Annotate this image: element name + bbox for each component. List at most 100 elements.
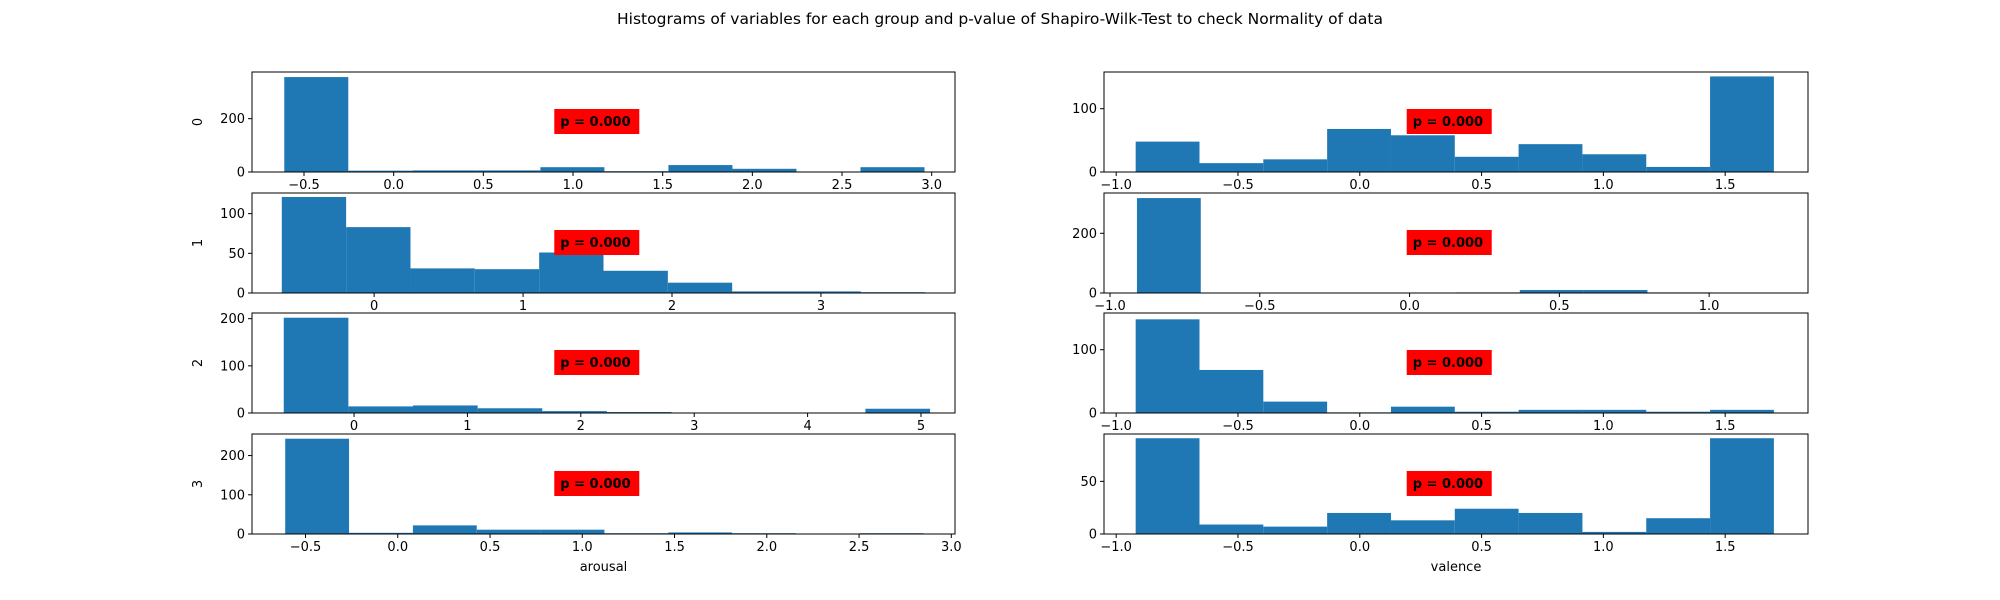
x-tick-label: −1.0 (1100, 419, 1132, 434)
pvalue-badge (1406, 350, 1492, 375)
histogram-bar (1454, 156, 1519, 172)
pvalue-badge (554, 350, 640, 375)
histogram-bar (1327, 512, 1391, 534)
histogram-bar (1136, 198, 1201, 293)
y-tick-label: 200 (220, 312, 245, 327)
histogram-bar (1710, 409, 1774, 413)
pvalue-label: p = 0.000 (1413, 477, 1483, 492)
x-tick-label: 1.5 (1715, 178, 1736, 193)
x-tick-label: 2.5 (832, 178, 853, 193)
x-tick-label: −0.5 (288, 178, 320, 193)
x-tick-label: −0.5 (1222, 178, 1254, 193)
x-tick-label: −0.5 (1222, 419, 1254, 434)
histogram-bar (1518, 144, 1583, 172)
x-tick-label: 0.0 (1399, 299, 1420, 314)
y-tick-label: 50 (1080, 475, 1097, 490)
x-tick-label: 0.5 (1549, 299, 1570, 314)
histogram-bar (477, 408, 543, 413)
axes-frame (251, 433, 956, 535)
y-axis-label: 3 (191, 480, 206, 488)
x-tick-label: 0.0 (383, 178, 404, 193)
y-tick-label: 0 (237, 166, 245, 181)
panel-g2-valence: −1.0 −0.5 0.0 0.5 1.0 1.5 0 100 p = 0.000 (1072, 312, 1809, 434)
histogram-bar (1583, 290, 1648, 293)
histogram-bar (1454, 411, 1519, 413)
panel-g3-valence: −1.0 −0.5 0.0 0.5 1.0 1.5 0 50 valence p = 0.000 (1080, 433, 1809, 575)
figure-title: Histograms of variables for each group a… (617, 10, 1383, 28)
y-tick-label: 50 (228, 247, 245, 262)
x-tick-label: 5 (917, 419, 925, 434)
histogram-bar (796, 291, 861, 293)
histogram-bar (542, 411, 607, 413)
pvalue-badge (1406, 230, 1492, 255)
y-tick-label: 200 (1072, 227, 1097, 242)
histogram-bar (348, 406, 414, 413)
x-tick-label: 2.5 (849, 540, 870, 555)
x-tick-label: 0.0 (1349, 419, 1370, 434)
panel-g0-valence: −1.0 −0.5 0.0 0.5 1.0 1.5 0 100 p = 0.000 (1072, 71, 1809, 193)
histogram-bar (1646, 411, 1711, 413)
pvalue-badge (1406, 109, 1492, 134)
y-tick-label: 100 (1072, 343, 1097, 358)
histogram-bar (1582, 154, 1647, 172)
pvalue-label: p = 0.000 (560, 477, 630, 492)
y-tick-label: 0 (1089, 166, 1097, 181)
axes-frame (251, 192, 956, 294)
y-tick-label: 0 (1089, 407, 1097, 422)
x-tick-label: 0.5 (1471, 540, 1492, 555)
histogram-bar (412, 525, 477, 534)
x-axis-label: arousal (580, 560, 628, 575)
x-tick-label: 1.5 (664, 540, 685, 555)
histogram-bar (1327, 128, 1391, 172)
y-tick-label: 0 (237, 407, 245, 422)
x-tick-label: −1.0 (1100, 540, 1132, 555)
x-tick-label: 3.0 (921, 178, 942, 193)
x-tick-label: 2.0 (756, 540, 777, 555)
x-tick-label: 0 (350, 419, 358, 434)
axes-frame (1103, 71, 1809, 173)
histogram-bar (346, 227, 411, 293)
x-tick-label: 1.5 (1715, 540, 1736, 555)
histogram-bar (284, 77, 349, 172)
y-tick-label: 0 (237, 528, 245, 543)
histogram-bar (285, 438, 350, 534)
panel-g3-arousal: −0.5 0.0 0.5 1.0 1.5 2.0 2.5 3.0 0 100 200 3 arousal… (191, 433, 962, 575)
y-axis-label: 0 (191, 118, 206, 126)
pvalue-label: p = 0.000 (560, 115, 630, 130)
histogram-bar (349, 532, 413, 534)
histogram-bar (1263, 401, 1328, 413)
histogram-bar (1135, 438, 1200, 534)
y-tick-label: 100 (1072, 102, 1097, 117)
histogram-bar (668, 165, 733, 172)
axes-frame (251, 312, 956, 414)
histogram-bar (283, 317, 349, 413)
x-tick-label: 0.5 (480, 540, 501, 555)
x-tick-label: −0.5 (1244, 299, 1276, 314)
y-tick-label: 200 (220, 449, 245, 464)
pvalue-badge (554, 230, 640, 255)
panel-g1-arousal: 0 1 2 3 0 50 100 1 p = 0.000 (191, 192, 956, 314)
histogram-bar (1710, 438, 1774, 534)
histogram-bar (1582, 531, 1647, 534)
x-tick-label: 3 (690, 419, 698, 434)
x-tick-label: 0.0 (387, 540, 408, 555)
histogram-bar (860, 167, 925, 172)
histogram-bar (1519, 290, 1584, 293)
histogram-bar (1135, 141, 1200, 172)
axes-frame (1103, 433, 1809, 535)
panel-g2-arousal: 0 1 2 3 4 5 0 100 200 2 p = 0.000 (191, 312, 956, 434)
x-tick-label: 1.5 (652, 178, 673, 193)
histogram-bar (1710, 76, 1774, 172)
x-tick-label: 3 (817, 299, 825, 314)
histogram-bar (539, 252, 604, 293)
axes-frame (251, 71, 956, 173)
pvalue-label: p = 0.000 (1413, 356, 1483, 371)
x-tick-label: 0.5 (1471, 419, 1492, 434)
histogram-bar (1263, 526, 1328, 534)
histogram-bar (281, 196, 347, 293)
x-tick-label: 1.0 (1593, 178, 1614, 193)
x-tick-label: 1 (463, 419, 471, 434)
x-tick-label: 1.0 (1593, 419, 1614, 434)
